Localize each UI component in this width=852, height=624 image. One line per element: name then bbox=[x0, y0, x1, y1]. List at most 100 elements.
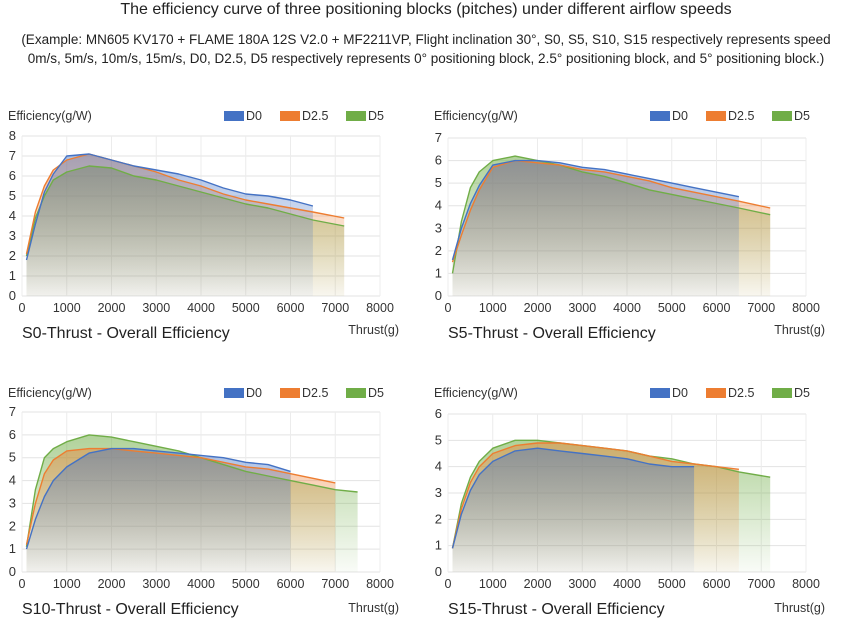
x-tick-label: 2000 bbox=[98, 301, 126, 315]
x-tick-label: 1000 bbox=[479, 577, 507, 591]
legend-label: D0 bbox=[246, 386, 262, 400]
chart-title: S5-Thrust - Overall Efficiency bbox=[448, 325, 656, 342]
x-tick-label: 0 bbox=[19, 301, 26, 315]
x-tick-label: 4000 bbox=[187, 301, 215, 315]
x-tick-label: 1000 bbox=[53, 301, 81, 315]
x-tick-label: 5000 bbox=[658, 577, 686, 591]
y-tick-label: 8 bbox=[9, 128, 16, 143]
chart-title: S10-Thrust - Overall Efficiency bbox=[22, 601, 239, 618]
x-tick-label: 7000 bbox=[747, 577, 775, 591]
legend-label: D5 bbox=[794, 386, 810, 400]
y-axis-label: Efficiency(g/W) bbox=[434, 386, 518, 400]
y-axis-label: Efficiency(g/W) bbox=[8, 386, 92, 400]
x-tick-label: 3000 bbox=[142, 301, 170, 315]
x-tick-label: 3000 bbox=[568, 577, 596, 591]
chart-s10: 0 1 2 3 4 5 6 7 0 1000 2000 3000 4000 5000 6000 7000 800… bbox=[8, 386, 399, 618]
x-tick-label: 7000 bbox=[321, 301, 349, 315]
series-line-d0 bbox=[451, 447, 695, 549]
chart-s5: 0 1 2 3 4 5 6 7 0 1000 2000 3000 4000 5000 6000 7000 800… bbox=[434, 109, 825, 342]
y-tick-label: 6 bbox=[435, 153, 442, 168]
y-tick-label: 2 bbox=[9, 518, 16, 533]
legend-label: D5 bbox=[368, 109, 384, 123]
legend-swatch-d0 bbox=[224, 388, 244, 398]
series-line-d0 bbox=[25, 447, 291, 550]
y-tick-label: 0 bbox=[435, 288, 442, 303]
legend-swatch-d5 bbox=[772, 111, 792, 121]
x-tick-label: 7000 bbox=[747, 301, 775, 315]
series-line-d2-5 bbox=[451, 159, 771, 263]
y-tick-label: 2 bbox=[435, 243, 442, 258]
x-tick-label: 4000 bbox=[613, 301, 641, 315]
legend-swatch-d5 bbox=[346, 111, 366, 121]
x-tick-label: 8000 bbox=[792, 301, 820, 315]
x-tick-label: 6000 bbox=[703, 577, 731, 591]
x-tick-label: 2000 bbox=[98, 577, 126, 591]
series-line-d0 bbox=[451, 159, 740, 261]
series-area-d0 bbox=[26, 448, 291, 572]
series-line-d2-5 bbox=[25, 153, 345, 255]
x-tick-label: 0 bbox=[445, 301, 452, 315]
x-tick-label: 6000 bbox=[277, 577, 305, 591]
y-tick-label: 6 bbox=[9, 427, 16, 442]
x-tick-label: 2000 bbox=[524, 301, 552, 315]
x-tick-label: 8000 bbox=[366, 577, 394, 591]
y-tick-label: 3 bbox=[9, 495, 16, 510]
y-tick-label: 1 bbox=[435, 265, 442, 280]
legend-swatch-d5 bbox=[346, 388, 366, 398]
legend-swatch-d5 bbox=[772, 388, 792, 398]
x-axis-label: Thrust(g) bbox=[348, 323, 399, 337]
legend-swatch-d0 bbox=[650, 111, 670, 121]
x-tick-label: 5000 bbox=[232, 577, 260, 591]
y-tick-label: 1 bbox=[9, 268, 16, 283]
y-tick-label: 5 bbox=[435, 175, 442, 190]
y-axis-label: Efficiency(g/W) bbox=[8, 109, 92, 123]
series-line-d2-5 bbox=[25, 447, 336, 545]
x-tick-label: 5000 bbox=[232, 301, 260, 315]
y-tick-label: 2 bbox=[435, 511, 442, 526]
y-tick-label: 4 bbox=[9, 473, 16, 488]
x-tick-label: 1000 bbox=[53, 577, 81, 591]
legend-label: D0 bbox=[672, 386, 688, 400]
y-tick-label: 1 bbox=[9, 541, 16, 556]
series-line-d5 bbox=[451, 155, 771, 274]
y-tick-label: 0 bbox=[435, 564, 442, 579]
legend-label: D2.5 bbox=[728, 386, 754, 400]
y-tick-label: 5 bbox=[435, 432, 442, 447]
chart-title: S15-Thrust - Overall Efficiency bbox=[448, 601, 665, 618]
y-tick-label: 1 bbox=[435, 538, 442, 553]
legend-label: D2.5 bbox=[728, 109, 754, 123]
y-axis-label: Efficiency(g/W) bbox=[434, 109, 518, 123]
series-area-d0 bbox=[26, 154, 313, 296]
y-tick-label: 5 bbox=[9, 188, 16, 203]
y-tick-label: 6 bbox=[435, 406, 442, 421]
y-tick-label: 2 bbox=[9, 248, 16, 263]
x-tick-label: 4000 bbox=[613, 577, 641, 591]
chart-title: S0-Thrust - Overall Efficiency bbox=[22, 325, 230, 342]
x-tick-label: 0 bbox=[19, 577, 26, 591]
x-tick-label: 0 bbox=[445, 577, 452, 591]
series-area-d0 bbox=[452, 160, 739, 296]
y-tick-label: 7 bbox=[9, 404, 16, 419]
page-title: The efficiency curve of three positionin… bbox=[120, 1, 732, 18]
x-tick-label: 4000 bbox=[187, 577, 215, 591]
series-line-d5 bbox=[25, 165, 345, 257]
y-tick-label: 4 bbox=[9, 208, 16, 223]
x-tick-label: 8000 bbox=[366, 301, 394, 315]
legend-swatch-d2-5 bbox=[706, 388, 726, 398]
x-tick-label: 3000 bbox=[142, 577, 170, 591]
legend-swatch-d0 bbox=[650, 388, 670, 398]
x-tick-label: 1000 bbox=[479, 301, 507, 315]
legend-swatch-d2-5 bbox=[280, 388, 300, 398]
legend-label: D0 bbox=[246, 109, 262, 123]
legend-label: D5 bbox=[368, 386, 384, 400]
y-tick-label: 0 bbox=[9, 564, 16, 579]
legend-label: D2.5 bbox=[302, 386, 328, 400]
x-axis-label: Thrust(g) bbox=[774, 323, 825, 337]
x-tick-label: 6000 bbox=[277, 301, 305, 315]
x-tick-label: 8000 bbox=[792, 577, 820, 591]
x-tick-label: 3000 bbox=[568, 301, 596, 315]
page-subtitle: (Example: MN605 KV170 + FLAME 180A 12S V… bbox=[21, 32, 831, 66]
y-tick-label: 0 bbox=[9, 288, 16, 303]
series-area-d0 bbox=[452, 448, 695, 572]
chart-s0: 0 1 2 3 4 5 6 7 8 0 1000 2000 3000 4000 5000 6000 7000 80… bbox=[8, 109, 399, 342]
